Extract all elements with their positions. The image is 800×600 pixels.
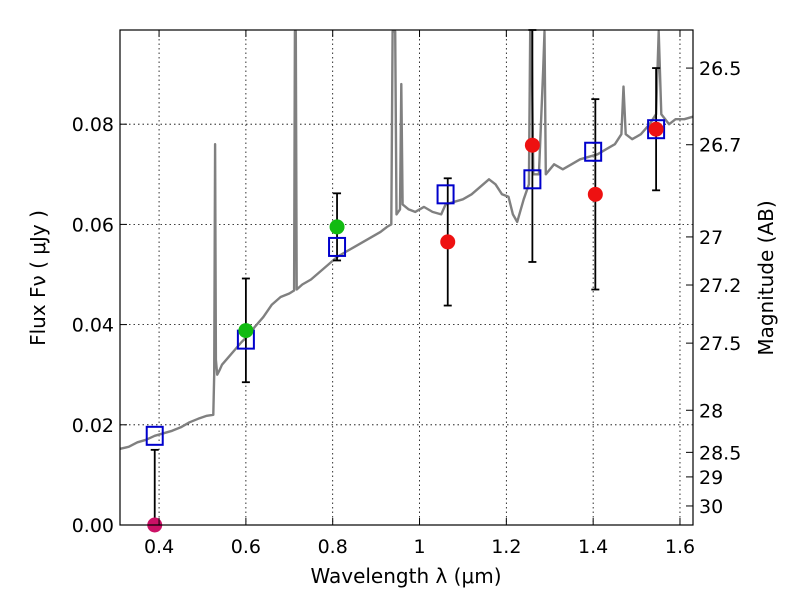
grid-layer bbox=[120, 30, 693, 525]
model-square-2 bbox=[328, 236, 347, 257]
detections-point-0 bbox=[238, 323, 254, 339]
x-tick-label-2: 0.8 bbox=[318, 536, 348, 558]
mag-tick-label-2: 27 bbox=[699, 227, 723, 249]
low_significance-point-2 bbox=[587, 186, 603, 202]
y-tick-label-3: 0.06 bbox=[72, 214, 114, 236]
y-tick-label-0: 0.00 bbox=[72, 515, 114, 537]
model-square-6 bbox=[647, 119, 666, 140]
x-tick-label-3: 1 bbox=[413, 536, 425, 558]
mag-tick-label-6: 28.5 bbox=[699, 442, 741, 464]
y-axis-label: Flux Fν ( μJy ) bbox=[26, 210, 50, 346]
mag-tick-label-4: 27.5 bbox=[699, 333, 741, 355]
model-square-5 bbox=[584, 141, 603, 162]
detections-point-1 bbox=[329, 219, 345, 235]
x-tick-label-4: 1.2 bbox=[491, 536, 521, 558]
tick-layer: 0.4 0.6 0.8 1 1.2 1.4 1.6 0.00 0.02 0.04 0.06 0.08 2… bbox=[72, 30, 741, 558]
mag-tick-label-1: 26.7 bbox=[699, 135, 741, 157]
mag-tick-label-5: 28 bbox=[699, 400, 723, 422]
low_significance-point-3 bbox=[648, 121, 664, 137]
mag-tick-label-3: 27.2 bbox=[699, 275, 741, 297]
model-square-0 bbox=[145, 425, 164, 446]
spectrum-line bbox=[119, 30, 694, 450]
model-square-4 bbox=[523, 169, 542, 190]
mag-tick-label-8: 30 bbox=[699, 496, 723, 518]
y-tick-label-2: 0.04 bbox=[72, 315, 114, 337]
low_significance-point-1 bbox=[524, 137, 540, 153]
y-axis-right-label: Magnitude (AB) bbox=[754, 200, 778, 355]
x-tick-label-1: 0.6 bbox=[231, 536, 261, 558]
low_significance-point-0 bbox=[440, 234, 456, 250]
mag-tick-label-7: 29 bbox=[699, 467, 723, 489]
model-square-3 bbox=[436, 184, 455, 205]
x-tick-label-6: 1.6 bbox=[665, 536, 695, 558]
x-tick-label-0: 0.4 bbox=[144, 536, 174, 558]
x-axis-label: Wavelength λ (μm) bbox=[310, 564, 501, 588]
plot-frame bbox=[119, 29, 694, 526]
x-tick-label-5: 1.4 bbox=[578, 536, 608, 558]
data-layer bbox=[119, 29, 694, 533]
y-tick-label-1: 0.02 bbox=[72, 415, 114, 437]
mag-tick-label-0: 26.5 bbox=[699, 58, 741, 80]
y-tick-label-4: 0.08 bbox=[72, 114, 114, 136]
